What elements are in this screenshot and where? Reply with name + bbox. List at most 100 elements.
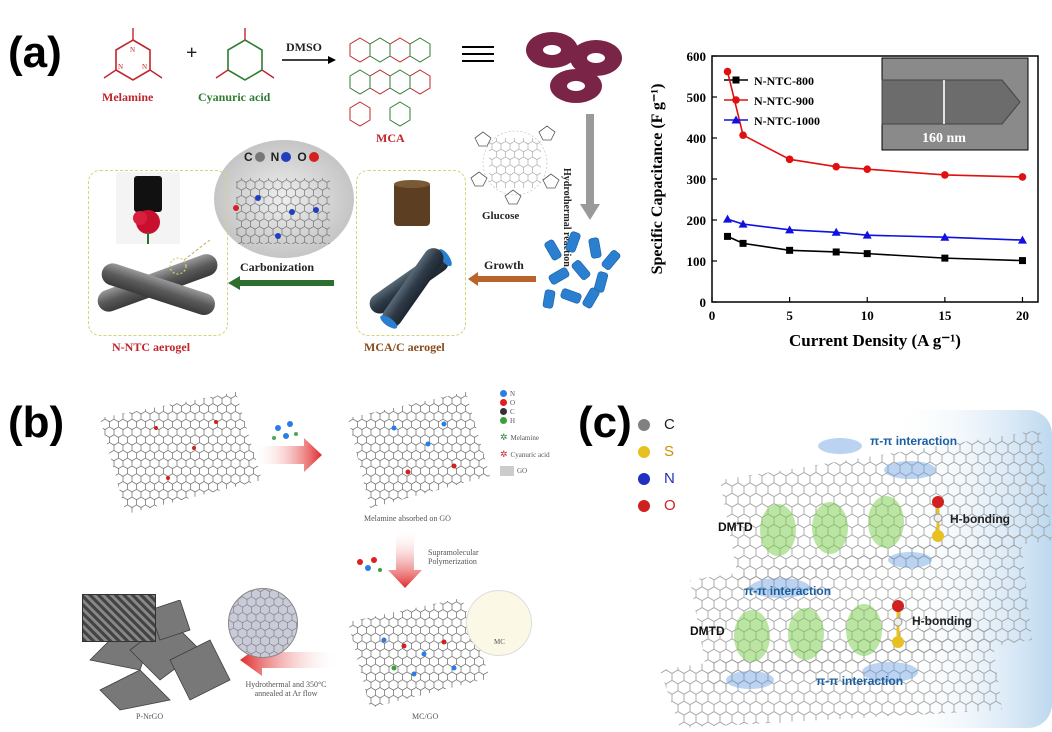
legend-marker (732, 96, 740, 104)
legend-label: N-NTC-900 (754, 94, 814, 108)
panel-label-a: (a) (8, 28, 62, 77)
hydrothermal-arrow (580, 114, 600, 220)
growth-arrow (468, 272, 536, 286)
hbond-label-1: H-bonding (950, 512, 1010, 526)
layered-graphene-model (660, 410, 1052, 728)
carbonization-label: Carbonization (240, 260, 315, 274)
data-point (941, 254, 949, 262)
dmso-label: DMSO (286, 40, 322, 54)
y-tick-label: 600 (687, 49, 707, 64)
arrow-polymerization (388, 528, 422, 588)
glucose-cluster (470, 125, 560, 205)
pnrgo-label: P-NrGO (136, 712, 164, 721)
legend-marker (731, 115, 741, 124)
y-tick-label: 500 (687, 90, 707, 105)
go-sheet-2 (348, 392, 490, 508)
data-point (1018, 257, 1026, 265)
atom-legend-a: C N O (244, 150, 319, 164)
sem-inset (82, 594, 156, 642)
cyanuric-icon-small (357, 557, 382, 572)
hbond-label-2: H-bonding (912, 614, 972, 628)
mca-network (349, 37, 431, 127)
mcgo-label: MC/GO (412, 712, 439, 721)
go-sheet-1 (100, 392, 262, 514)
melamine-label: Melamine (102, 90, 154, 104)
series-line-N-NTC-1000 (727, 218, 1023, 241)
tem-tube (881, 79, 1021, 125)
data-point (940, 232, 950, 241)
y-tick-label: 200 (687, 213, 707, 228)
y-tick-label: 0 (700, 295, 707, 310)
mca-label: MCA (376, 131, 405, 145)
arrow-adsorb (254, 438, 322, 472)
pnrgo-aerogel (89, 600, 231, 711)
data-point (739, 131, 747, 139)
carbon-lattice-model (233, 178, 330, 244)
cyanuric-acid-label: Cyanuric acid (198, 90, 271, 104)
melamine-absorbed-label: Melamine absorbed on GO (364, 514, 451, 523)
glucose-label: Glucose (482, 210, 520, 222)
data-point (863, 165, 872, 173)
data-point (863, 250, 871, 258)
series-line-N-NTC-800 (727, 235, 1023, 262)
carbonization-arrow (228, 276, 334, 290)
svg-text:N: N (130, 46, 135, 54)
data-point (786, 246, 794, 254)
x-tick-label: 5 (786, 308, 793, 323)
mcac-tubes (369, 248, 452, 329)
data-point (739, 239, 747, 247)
data-point (724, 232, 732, 240)
y-tick-label: 400 (687, 131, 707, 146)
x-tick-label: 0 (709, 308, 716, 323)
mcac-aerogel-box (356, 170, 466, 336)
nntc-aerogel-label: N-NTC aerogel (112, 340, 191, 354)
pi-pi-label-2: π-π interaction (744, 584, 832, 598)
mcac-aerogel-photo (394, 180, 430, 226)
melamine-icon-small (272, 421, 298, 440)
dmso-arrow (282, 56, 336, 64)
data-point (832, 248, 840, 256)
atom-legend-c: C S N O (638, 416, 676, 514)
dmtd-label-2: DMTD (690, 624, 725, 638)
equivalence-sign (462, 46, 494, 62)
x-tick-label: 15 (938, 308, 952, 323)
melamine-molecule: N N N (103, 28, 163, 81)
data-point (832, 162, 840, 171)
x-axis-label: Current Density (A g⁻¹) (789, 331, 961, 350)
data-point (1018, 173, 1027, 181)
data-point (1017, 235, 1027, 244)
data-point (831, 227, 841, 236)
mc-zoom-circle (466, 590, 532, 656)
svg-text:N: N (118, 63, 123, 71)
mcac-aerogel-label: MCA/C aerogel (364, 340, 445, 354)
anneal-label: Hydrothermal and 350°C annealed at Ar fl… (245, 680, 327, 698)
nntc-tubes (97, 240, 218, 316)
data-point (941, 171, 949, 179)
y-axis-label: Specific Capacitance (F g⁻¹) (649, 84, 666, 275)
nntc-aerogel-photo (116, 172, 180, 244)
cyanuric-acid-molecule (215, 28, 275, 81)
mc-label: MC (494, 638, 505, 646)
mca-particles (526, 32, 622, 103)
legend-b: N O C H ✲ Melamine ✲ Cyanuric acid GO (500, 390, 550, 476)
growth-label: Growth (484, 258, 524, 272)
tem-scale-label: 160 nm (922, 131, 966, 146)
x-tick-label: 10 (861, 308, 874, 323)
dmtd-label-1: DMTD (718, 520, 753, 534)
legend-marker (732, 76, 740, 84)
y-tick-label: 100 (687, 254, 707, 269)
data-point (862, 230, 872, 239)
pi-pi-label-3: π-π interaction (816, 674, 904, 688)
data-point (723, 214, 733, 223)
x-tick-label: 20 (1016, 308, 1029, 323)
legend-label: N-NTC-1000 (754, 114, 820, 128)
nanorod-cluster (542, 231, 621, 309)
data-point (723, 67, 732, 76)
svg-text:N: N (142, 63, 147, 71)
nntc-aerogel-box (88, 170, 228, 336)
plus-sign: + (186, 42, 198, 64)
go-sheet-3 (348, 598, 490, 708)
panel-label-c: (c) (578, 398, 632, 447)
supramolecular-label: Supramolecular Polymerization (428, 548, 479, 566)
legend-label: N-NTC-800 (754, 74, 814, 88)
